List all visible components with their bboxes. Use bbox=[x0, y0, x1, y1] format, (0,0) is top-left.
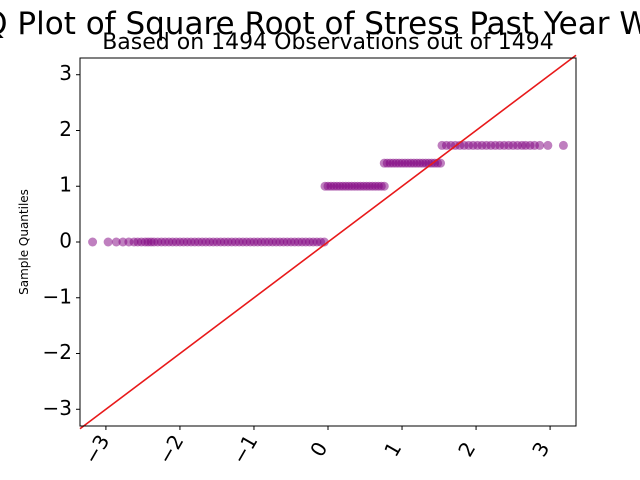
data-point bbox=[436, 158, 446, 168]
x-tick-label: 0 bbox=[305, 438, 332, 461]
x-axis-ticks: −3 −2 −1 0 1 2 3 bbox=[79, 426, 554, 468]
y-tick-label: −3 bbox=[43, 396, 72, 420]
y-tick-label: 2 bbox=[59, 117, 72, 141]
data-point bbox=[543, 140, 553, 150]
x-tick-label: 2 bbox=[453, 438, 480, 461]
data-point bbox=[103, 237, 113, 247]
data-point bbox=[111, 237, 121, 247]
sample-points bbox=[88, 140, 568, 247]
x-tick-label: −3 bbox=[79, 430, 115, 468]
y-tick-label: −2 bbox=[43, 340, 72, 364]
y-tick-label: −1 bbox=[43, 284, 72, 308]
reference-line-group bbox=[79, 54, 577, 430]
y-tick-label: 3 bbox=[59, 61, 72, 85]
data-point bbox=[88, 237, 98, 247]
x-tick-label: 3 bbox=[527, 438, 554, 461]
y-tick-label: 0 bbox=[59, 229, 72, 253]
data-point bbox=[319, 237, 329, 247]
x-tick-label: −1 bbox=[227, 430, 263, 468]
y-tick-label: 1 bbox=[59, 173, 72, 197]
reference-line bbox=[79, 54, 577, 430]
y-axis-ticks: −3 −2 −1 0 1 2 3 bbox=[43, 61, 80, 420]
plot-frame bbox=[79, 57, 577, 427]
data-point bbox=[558, 140, 568, 150]
chart-subtitle: Based on 1494 Observations out of 1494 bbox=[102, 30, 554, 55]
x-tick-label: −2 bbox=[153, 430, 189, 468]
chart-title: Q-Q Plot of Square Root of Stress Past Y… bbox=[0, 6, 640, 42]
data-point bbox=[535, 140, 545, 150]
data-point bbox=[379, 181, 389, 191]
y-axis-label: Sample Quantiles bbox=[17, 189, 31, 295]
x-tick-label: 1 bbox=[379, 438, 406, 461]
